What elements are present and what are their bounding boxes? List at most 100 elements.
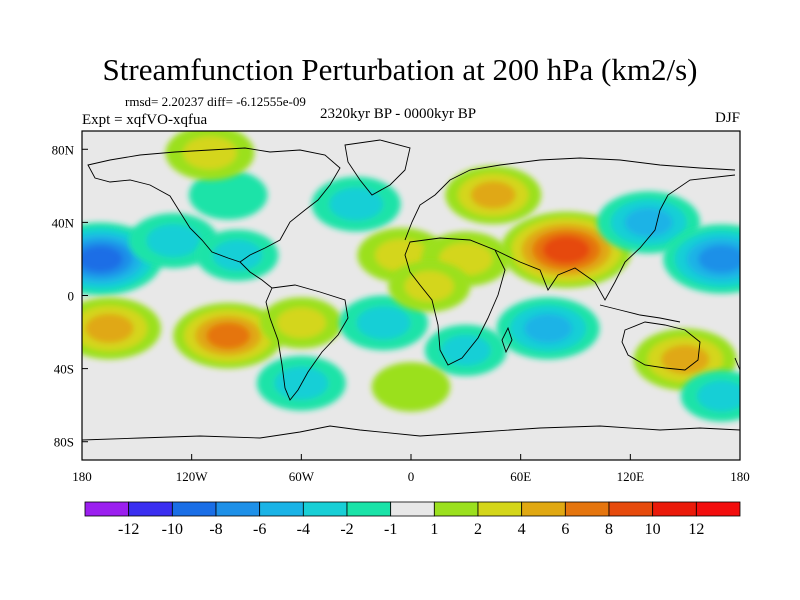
anomaly-field [82,131,740,422]
colorbar-label: -12 [118,521,139,538]
period-label: 2320kyr BP - 0000kyr BP [320,106,477,122]
colorbar-label: -8 [209,521,222,538]
anomaly-level [146,224,201,258]
anomaly-level [188,170,268,220]
y-tick-label: 80S [54,435,74,450]
colorbar: -12 -10 -8 -6 -4 -2 -1 1 2 4 6 8 10 12 [84,501,741,538]
colorbar-swatch [477,501,523,517]
anomaly-cell-17 [424,324,507,376]
x-tick-label: 180 [72,469,92,484]
x-tick-label: 60W [289,469,315,484]
y-tick-label: 80N [52,142,75,157]
y-tick-label: 40N [52,215,75,230]
colorbar-swatch [521,501,566,517]
anomaly-level [404,271,454,302]
axis-ticks: 180 120W 60W 0 60E 120E 180 80N 40N 0 40S 80S [52,142,750,484]
coast-south-america [265,284,349,401]
season-label: DJF [714,110,740,126]
colorbar-swatch [128,501,173,517]
anomaly-level [85,313,134,343]
anomaly-cell-6 [188,170,268,220]
anomaly-level [661,345,710,374]
coastlines [82,139,740,441]
coast-madagascar [501,326,513,354]
anomaly-cell-22 [388,260,471,312]
map-title: Streamfunction Perturbation at 200 hPa (… [102,52,698,87]
colorbar-label: 1 [430,521,438,538]
x-tick-label: 180 [730,469,750,484]
coast-antarctica [82,425,740,441]
anomaly-cell-20 [680,370,740,422]
coast-north-america [87,147,341,263]
colorbar-label: 8 [605,521,613,538]
colorbar-label: 10 [645,521,661,538]
colorbar-swatch [652,501,697,517]
anomaly-cell-3 [82,297,161,360]
colorbar-label: -1 [384,521,397,538]
anomaly-cell-5 [260,297,343,349]
colorbar-swatch [390,501,435,517]
coast-africa [404,237,506,366]
anomaly-level [441,334,491,366]
colorbar-swatch [564,501,610,517]
colorbar-swatch [346,501,392,517]
coast-asia [494,174,736,301]
stats-label: rmsd= 2.20237 diff= -6.12555e-09 [125,94,306,109]
colorbar-label: 2 [474,521,482,538]
colorbar-swatch [695,501,741,517]
y-tick-label: 40S [54,362,74,377]
colorbar-label: 4 [518,521,526,538]
anomaly-level [524,313,573,343]
anomaly-cell-7 [165,131,255,181]
x-tick-label: 0 [408,469,415,484]
colorbar-label: 6 [561,521,569,538]
colorbar-label: -2 [340,521,353,538]
coast-greenland [344,139,411,196]
colorbar-swatch [171,501,217,517]
anomaly-level [212,239,262,271]
colorbar-swatch [302,501,348,517]
coast-central-america [239,261,273,289]
anomaly-cell-2 [196,229,279,281]
coast-australia [621,321,701,371]
anomaly-cell-4 [173,302,284,369]
anomaly-cell-15 [496,297,600,360]
colorbar-label: -4 [297,521,310,538]
anomaly-level [183,136,237,170]
anomaly-level [698,245,740,273]
anomaly-cell-13 [597,191,701,254]
anomaly-level [276,307,326,339]
anomaly-cell-14 [663,224,740,294]
coast-new-zealand [734,357,740,371]
coast-europe [404,157,736,241]
anomaly-level [697,380,740,412]
x-tick-label: 120W [176,469,209,484]
colorbar-swatch [433,501,479,517]
colorbar-swatch [84,501,130,517]
coast-indonesia [599,304,681,323]
experiment-label: Expt = xqfVO-xqfua [82,112,208,128]
x-tick-label: 120E [617,469,645,484]
colorbar-label: -10 [162,521,183,538]
anomaly-level [624,207,673,237]
anomaly-level [470,181,516,209]
anomaly-level [206,322,251,349]
colorbar-swatch [259,501,304,517]
anomaly-level [542,236,590,264]
colorbar-label: 12 [688,521,704,538]
anomaly-cell-16 [339,295,429,351]
colorbar-swatch [215,501,261,517]
y-tick-label: 0 [68,289,75,304]
anomaly-cell-1 [128,213,218,269]
anomaly-level [371,362,451,412]
anomaly-cell-8 [311,176,401,232]
anomaly-level [329,187,383,221]
anomaly-level [356,306,411,340]
colorbar-label: -6 [253,521,266,538]
anomaly-cell-18 [371,362,451,412]
anomaly-cell-10 [445,165,542,225]
anomaly-level [82,245,123,273]
colorbar-swatch [608,501,654,517]
x-tick-label: 60E [510,469,531,484]
